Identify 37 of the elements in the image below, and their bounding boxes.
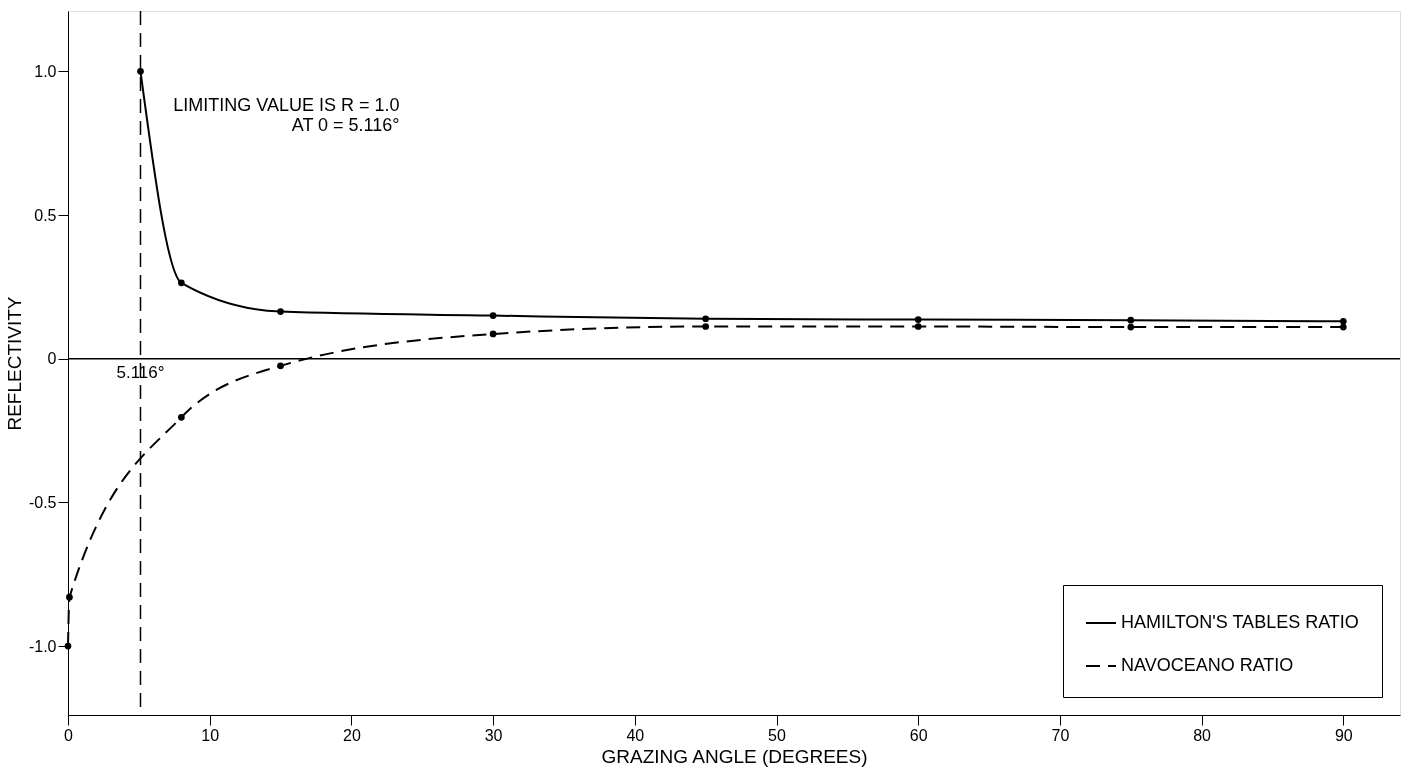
x-tick-label: 80 — [1193, 726, 1212, 744]
x-tick-label: 50 — [768, 726, 787, 744]
point — [178, 413, 185, 421]
x-tick-label: 0 — [64, 726, 74, 744]
x-tick-label: 70 — [1051, 726, 1070, 744]
legend-label: HAMILTON'S TABLES RATIO — [1121, 612, 1359, 632]
point — [277, 362, 284, 370]
y-tick-label: -1.0 — [28, 637, 57, 655]
point — [64, 642, 72, 650]
y-tick-label: 0 — [47, 350, 57, 368]
x-tick-label: 60 — [909, 726, 928, 744]
x-tick-label: 10 — [201, 726, 220, 744]
point — [1339, 317, 1347, 325]
point — [178, 279, 185, 287]
point — [702, 315, 710, 323]
x-tick-label: 90 — [1334, 726, 1353, 744]
x-axis-title: GRAZING ANGLE (DEGREES) — [601, 745, 868, 767]
y-tick-label: 0.5 — [34, 206, 57, 224]
x-tick-label: 40 — [626, 726, 645, 744]
x-tick-label: 30 — [484, 726, 503, 744]
annotation: LIMITING VALUE IS R = 1.0 AT 0 = 5.116° — [173, 95, 400, 136]
point — [137, 68, 144, 75]
point — [1339, 323, 1347, 331]
y-tick-label: -0.5 — [28, 493, 57, 511]
point — [277, 308, 284, 315]
point — [489, 312, 497, 319]
y-axis-title: REFLECTIVITY — [3, 296, 25, 431]
point — [1127, 323, 1135, 331]
point — [914, 316, 922, 323]
point — [1127, 316, 1135, 324]
point — [702, 323, 710, 330]
legend-label: NAVOCEANO RATIO — [1121, 655, 1294, 675]
point — [489, 330, 497, 338]
y-tick-label: 1.0 — [34, 62, 57, 80]
point — [914, 323, 922, 330]
point — [66, 593, 73, 601]
x-tick-label: 20 — [343, 726, 361, 744]
